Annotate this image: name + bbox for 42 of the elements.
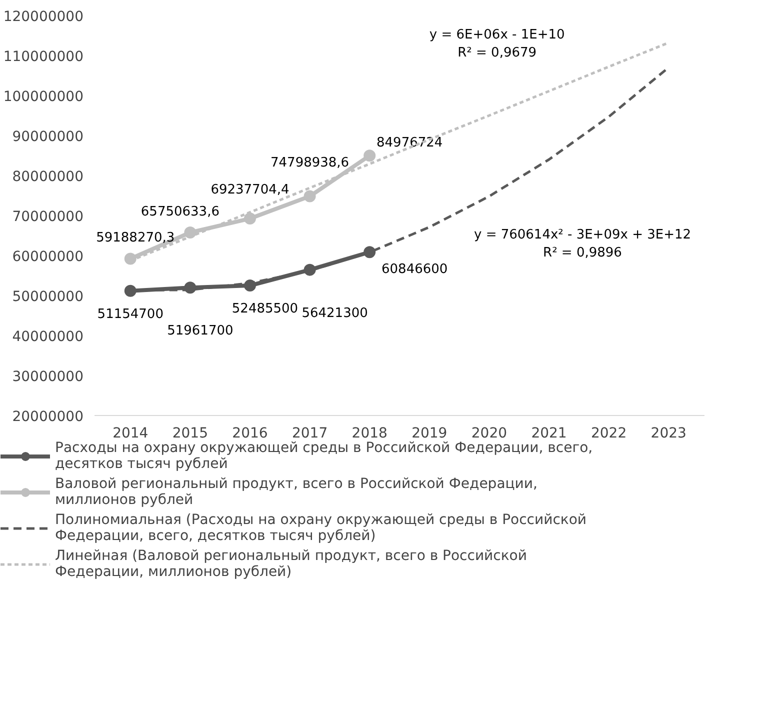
x-tick-label: 2021 (531, 426, 567, 442)
point (244, 212, 256, 225)
point (304, 190, 316, 202)
x-tick-label: 2015 (172, 426, 208, 442)
annotation: y = 760614x² - 3E+09x + 3E+12 R² = 0,9896 (474, 228, 692, 260)
x-tick-label: 2018 (352, 426, 388, 442)
y-tick-label: 50000000 (12, 289, 84, 305)
legend-label: Полиномиальная (Расходы на охрану окружающей среды в Российской Федерации, всего, десятков тысяч рублей) (55, 512, 587, 544)
data-label: 60846600 (382, 262, 448, 278)
annotation: y = 6E+06x - 1E+10 R² = 0,9679 (429, 28, 565, 60)
legend-label: Расходы на охрану окружающей среды в Российской Федерации, всего, десятков тысяч рублей (55, 440, 593, 472)
x-tick-label: 2017 (292, 426, 328, 442)
data-label: 56421300 (302, 306, 368, 321)
y-tick-label: 110000000 (3, 49, 84, 65)
data-label: 59188270,3 (96, 230, 175, 246)
data-label: 51154700 (97, 306, 164, 322)
x-tick-label: 2019 (412, 426, 448, 442)
x-tick-label: 2023 (650, 426, 686, 442)
x-tick-label: 2020 (471, 426, 508, 442)
y-tick-label: 40000000 (12, 329, 84, 345)
y-tick-label: 30000000 (12, 369, 84, 385)
data-label: 51961700 (167, 324, 234, 339)
y-tick-label: 60000000 (12, 249, 84, 265)
y-tick-label: 70000000 (12, 209, 84, 225)
data-label: 84976724 (376, 136, 443, 151)
data-label: 74798938,6 (270, 155, 350, 170)
y-tick-label: 20000000 (12, 409, 84, 425)
y-tick-label: 90000000 (12, 129, 84, 145)
legend-label: Валовой региональный продукт, всего в Российской Федерации, миллионов рублей (55, 476, 538, 508)
y-tick-label: 120000000 (3, 9, 84, 25)
x-tick-label: 2016 (232, 426, 268, 442)
point (184, 226, 196, 238)
data-label: 65750633,6 (140, 204, 220, 220)
x-tick-label: 2014 (112, 426, 148, 442)
data-label: 52485500 (232, 302, 298, 317)
point (364, 150, 376, 162)
legend-label: Линейная (Валовой региональный продукт, всего в Российской Федерации, миллионов рублей) (55, 548, 527, 580)
y-tick-label: 100000000 (3, 89, 84, 105)
x-tick-label: 2022 (591, 426, 627, 442)
data-label: 69237704,4 (210, 182, 290, 198)
point (124, 252, 136, 265)
y-tick-label: 80000000 (12, 169, 84, 185)
